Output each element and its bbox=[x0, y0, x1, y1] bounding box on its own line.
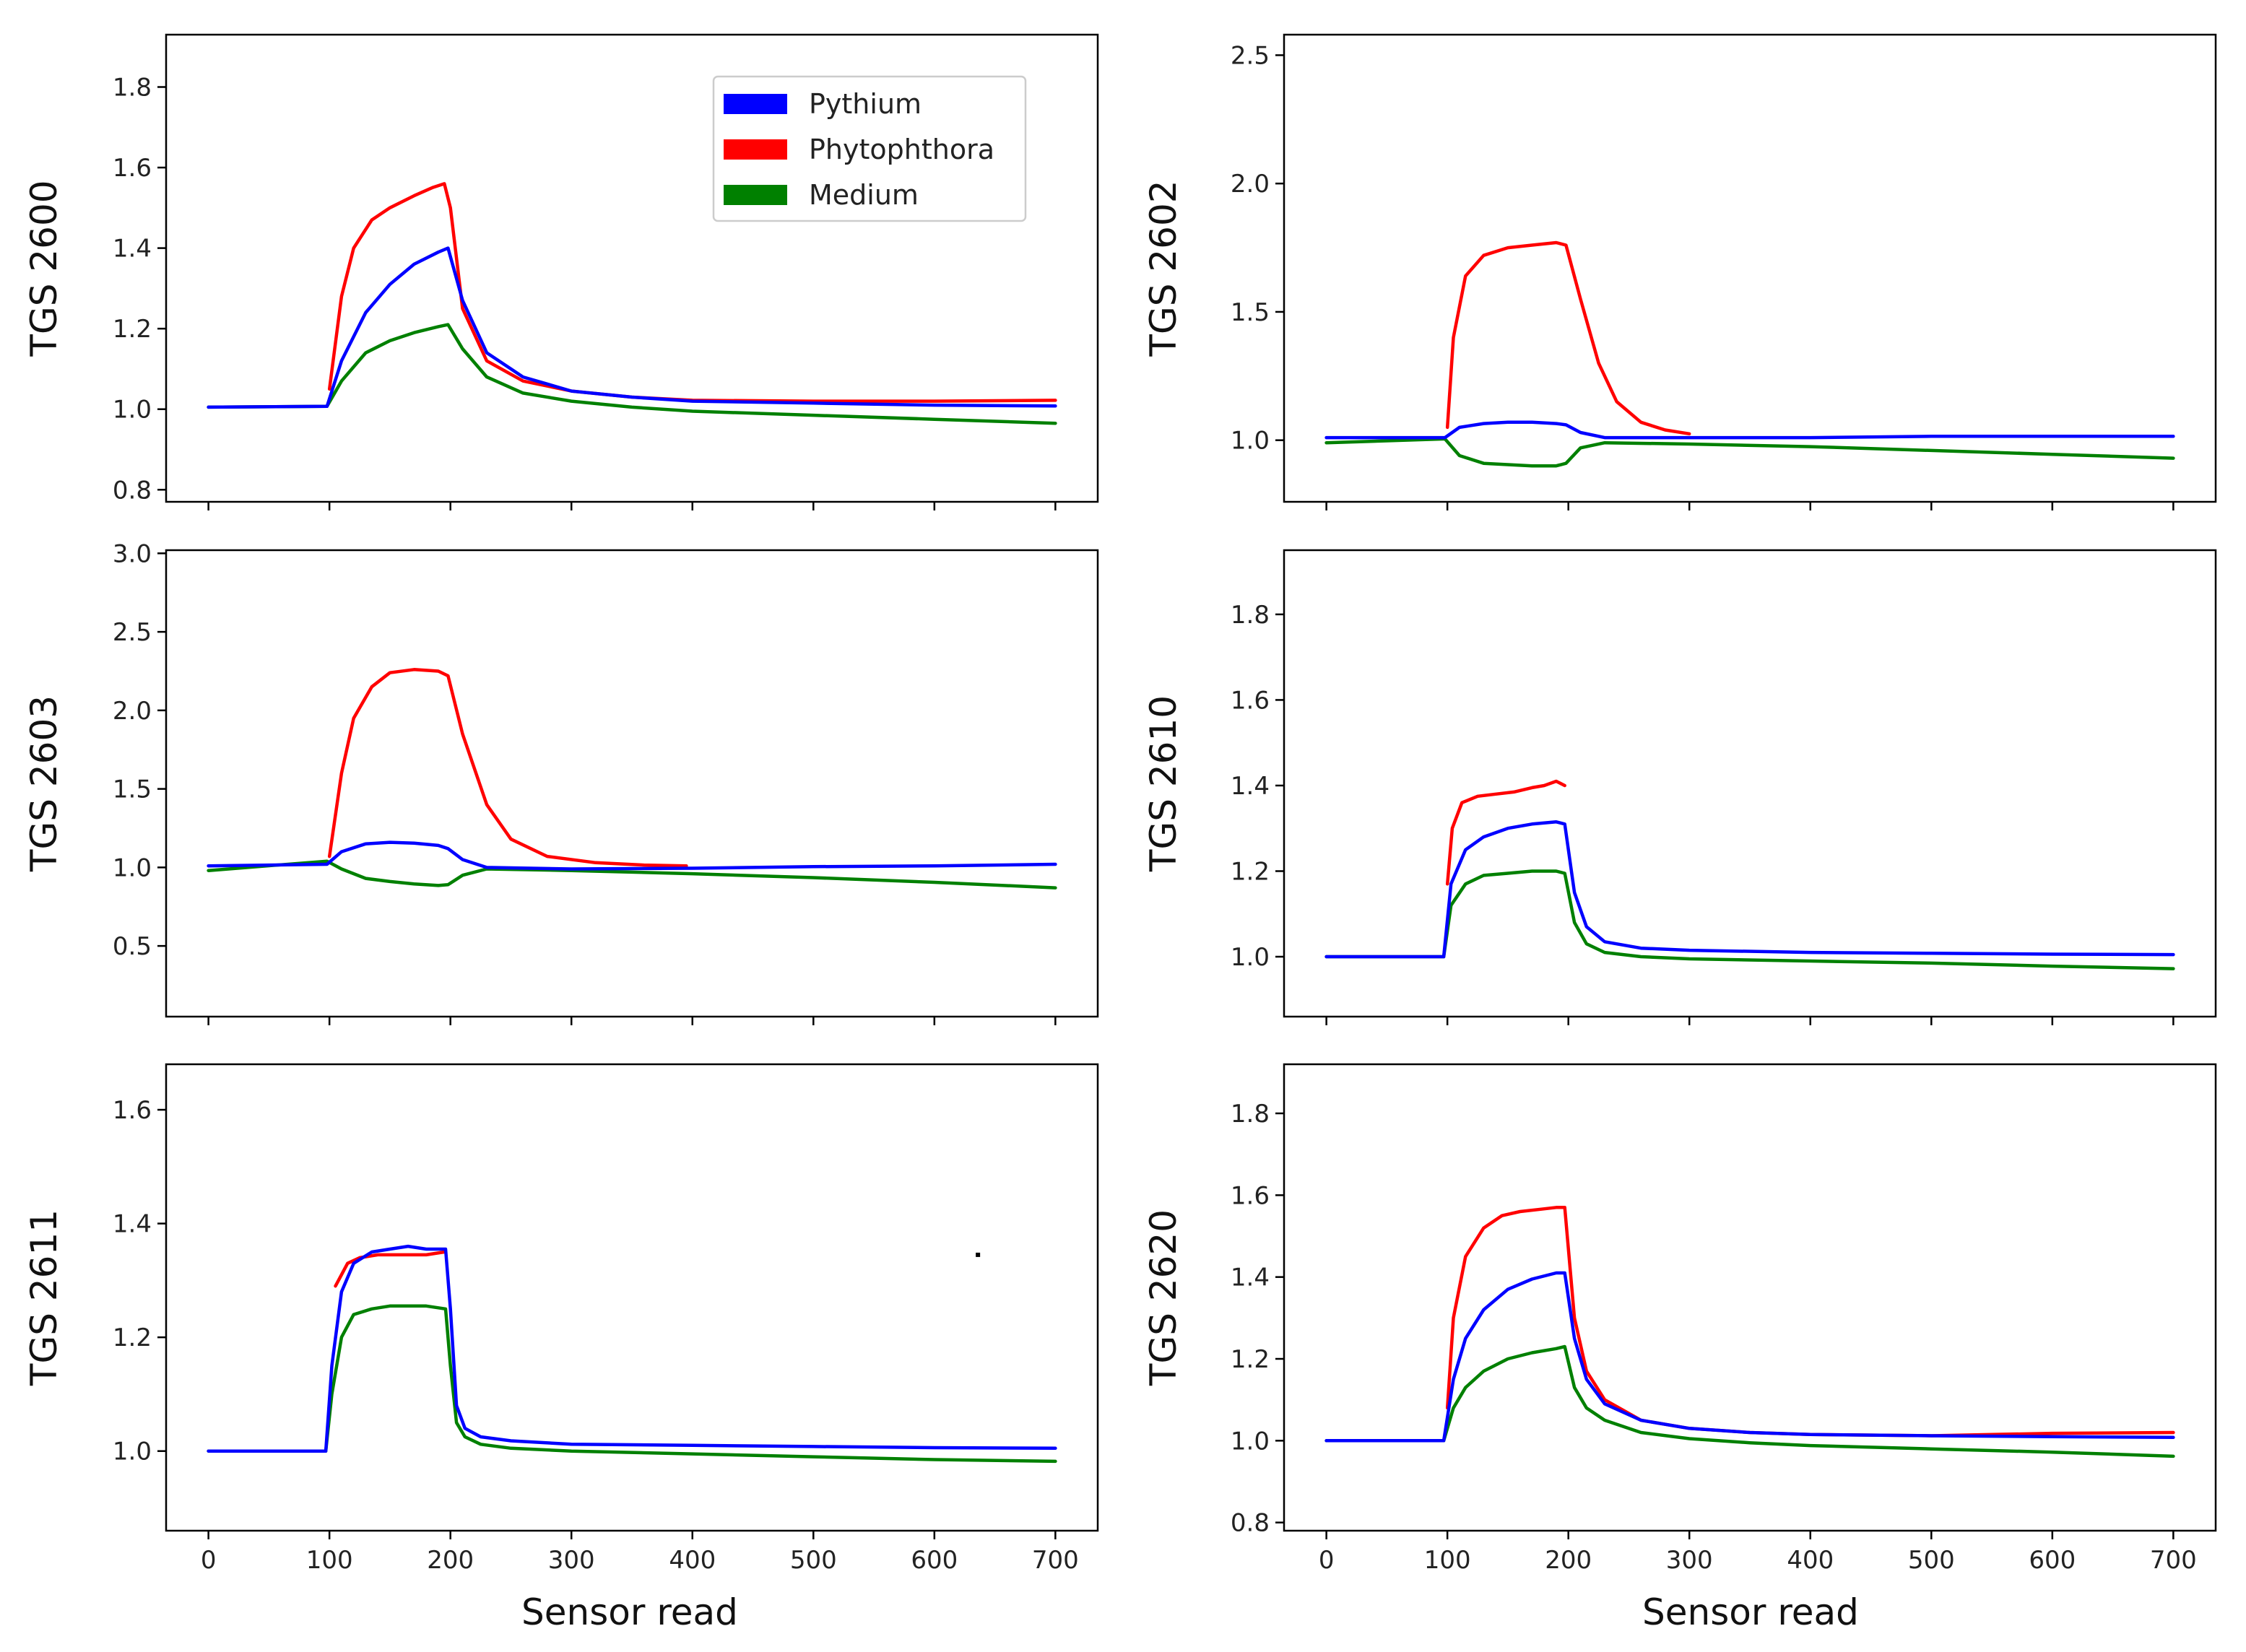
axes-frame bbox=[1283, 33, 2217, 503]
legend-swatch-pythium bbox=[724, 94, 787, 114]
y-tick-label: 1.5 bbox=[1231, 298, 1270, 327]
series-line-pythium bbox=[1324, 420, 2175, 440]
legend-label-medium: Medium bbox=[809, 179, 919, 211]
x-tick-label: 0 bbox=[201, 1546, 217, 1575]
axes-frame bbox=[165, 549, 1099, 1018]
y-tick-label: 1.0 bbox=[113, 853, 152, 882]
legend-label-pythium: Pythium bbox=[809, 88, 922, 120]
series-line-medium bbox=[1324, 1344, 2175, 1458]
x-tick-label: 100 bbox=[306, 1546, 353, 1575]
y-tick-label: 1.6 bbox=[113, 1096, 152, 1125]
y-tick-label: 1.4 bbox=[113, 1210, 152, 1239]
y-tick-label: 1.8 bbox=[1231, 1100, 1270, 1129]
y-tick-label: 1.2 bbox=[113, 315, 152, 344]
y-tick-label: 1.4 bbox=[1231, 772, 1270, 801]
y-tick-label: 1.4 bbox=[113, 235, 152, 264]
y-tick-label: 2.0 bbox=[113, 697, 152, 726]
series-line-medium bbox=[207, 859, 1057, 890]
x-tick-label: 200 bbox=[1545, 1546, 1592, 1575]
y-tick-label: 0.8 bbox=[1231, 1509, 1270, 1538]
y-tick-label: 2.5 bbox=[1231, 41, 1270, 70]
y-axis-label: TGS 2610 bbox=[1142, 695, 1184, 872]
legend-label-phytophthora: Phytophthora bbox=[809, 134, 994, 165]
series-line-pythium bbox=[207, 246, 1057, 409]
x-tick-label: 600 bbox=[2029, 1546, 2076, 1575]
y-tick-label: 3.0 bbox=[113, 539, 152, 568]
x-tick-label: 400 bbox=[1787, 1546, 1834, 1575]
y-tick-label: 1.8 bbox=[113, 74, 152, 103]
axes-frame bbox=[1283, 1063, 2217, 1532]
y-tick-label: 1.5 bbox=[113, 775, 152, 804]
series-line-phytophthora bbox=[1445, 1206, 2175, 1438]
y-axis-label: TGS 2611 bbox=[23, 1209, 65, 1386]
y-tick-label: 1.6 bbox=[1231, 686, 1270, 715]
y-tick-label: 2.5 bbox=[113, 618, 152, 647]
panel-tgs-2611: 1.0 1.2 1.4 1.6 0 100 200 300 400 500 600 700 TGS 26… bbox=[23, 1063, 1099, 1575]
series-line-medium bbox=[1324, 869, 2175, 970]
y-tick-label: 1.4 bbox=[1231, 1264, 1270, 1292]
series-line-pythium bbox=[1324, 820, 2175, 959]
series-line-phytophthora bbox=[334, 1250, 446, 1288]
y-tick-label: 1.6 bbox=[113, 154, 152, 183]
x-tick-label: 500 bbox=[790, 1546, 837, 1575]
x-tick-label: 100 bbox=[1424, 1546, 1471, 1575]
axes-frame bbox=[1283, 549, 2217, 1018]
y-tick-label: 1.2 bbox=[1231, 1345, 1270, 1374]
panel-tgs-2602: 1.0 1.5 2.0 2.5 TGS 2602 bbox=[1142, 33, 2217, 510]
series-line-pythium bbox=[207, 840, 1057, 871]
stray-point bbox=[976, 1252, 981, 1257]
y-tick-label: 1.0 bbox=[1231, 1427, 1270, 1456]
x-tick-label: 0 bbox=[1319, 1546, 1335, 1575]
panels: 0.8 1.0 1.2 1.4 1.6 1.8 TGS 2600 1.0 1.5 2.0 2.5 TG… bbox=[23, 33, 2217, 1575]
y-tick-label: 1.0 bbox=[113, 396, 152, 425]
series-line-pythium bbox=[207, 1244, 1057, 1453]
y-axis-label: TGS 2620 bbox=[1142, 1209, 1184, 1386]
legend-box bbox=[712, 75, 1027, 222]
x-tick-label: 500 bbox=[1908, 1546, 1955, 1575]
y-tick-label: 1.8 bbox=[1231, 601, 1270, 630]
legend-swatch-medium bbox=[724, 185, 787, 205]
y-tick-label: 2.0 bbox=[1231, 170, 1270, 199]
series-line-medium bbox=[207, 1304, 1057, 1464]
axes-frame bbox=[165, 33, 1099, 503]
y-axis-label: TGS 2602 bbox=[1142, 180, 1184, 357]
x-tick-label: 200 bbox=[427, 1546, 474, 1575]
x-tick-label: 600 bbox=[911, 1546, 958, 1575]
panel-tgs-2600: 0.8 1.0 1.2 1.4 1.6 1.8 TGS 2600 bbox=[23, 33, 1099, 510]
y-tick-label: 0.8 bbox=[113, 476, 152, 505]
x-axis-label-left: Sensor read bbox=[521, 1591, 738, 1633]
series-line-phytophthora bbox=[327, 668, 688, 868]
y-tick-label: 0.5 bbox=[113, 932, 152, 961]
x-tick-label: 400 bbox=[669, 1546, 716, 1575]
y-tick-label: 1.0 bbox=[1231, 943, 1270, 972]
axes-frame bbox=[165, 1063, 1099, 1532]
y-tick-label: 1.0 bbox=[113, 1438, 152, 1466]
legend: Pythium Phytophthora Medium bbox=[712, 75, 1027, 222]
panel-tgs-2603: 0.5 1.0 1.5 2.0 2.5 3.0 TGS 2603 bbox=[23, 539, 1099, 1025]
legend-swatch-phytophthora bbox=[724, 139, 787, 160]
x-tick-label: 700 bbox=[2150, 1546, 2197, 1575]
y-tick-label: 1.2 bbox=[113, 1323, 152, 1352]
series-line-medium bbox=[207, 323, 1057, 425]
series-line-pythium bbox=[1324, 1271, 2175, 1443]
x-tick-label: 300 bbox=[1666, 1546, 1713, 1575]
y-axis-label: TGS 2600 bbox=[23, 180, 65, 357]
x-axis-label-right: Sensor read bbox=[1642, 1591, 1859, 1633]
x-tick-label: 300 bbox=[548, 1546, 595, 1575]
y-tick-label: 1.0 bbox=[1231, 427, 1270, 456]
y-tick-label: 1.6 bbox=[1231, 1181, 1270, 1210]
panel-tgs-2620: 0.8 1.0 1.2 1.4 1.6 1.8 0 100 200 300 400 500 600 700… bbox=[1142, 1063, 2217, 1575]
series-line-phytophthora bbox=[1445, 779, 1566, 886]
y-axis-label: TGS 2603 bbox=[23, 695, 65, 872]
panel-tgs-2610: 1.0 1.2 1.4 1.6 1.8 TGS 2610 bbox=[1142, 549, 2217, 1025]
series-line-phytophthora bbox=[1445, 240, 1691, 436]
y-tick-label: 1.2 bbox=[1231, 857, 1270, 886]
series-line-medium bbox=[1324, 437, 2175, 468]
x-tick-label: 700 bbox=[1032, 1546, 1079, 1575]
